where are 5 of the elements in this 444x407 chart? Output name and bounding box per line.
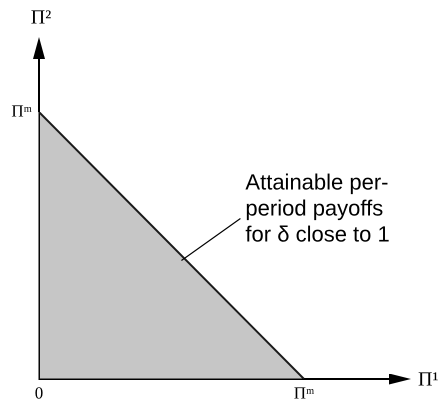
x-axis-title: Π¹ [418,368,438,390]
annotation: Attainable per-period payoffs for δ close to 1 [245,170,390,247]
y-axis-title: Π² [30,6,52,28]
x-tick-label: 0 [34,384,44,403]
annotation: Πᵐ [11,101,32,120]
